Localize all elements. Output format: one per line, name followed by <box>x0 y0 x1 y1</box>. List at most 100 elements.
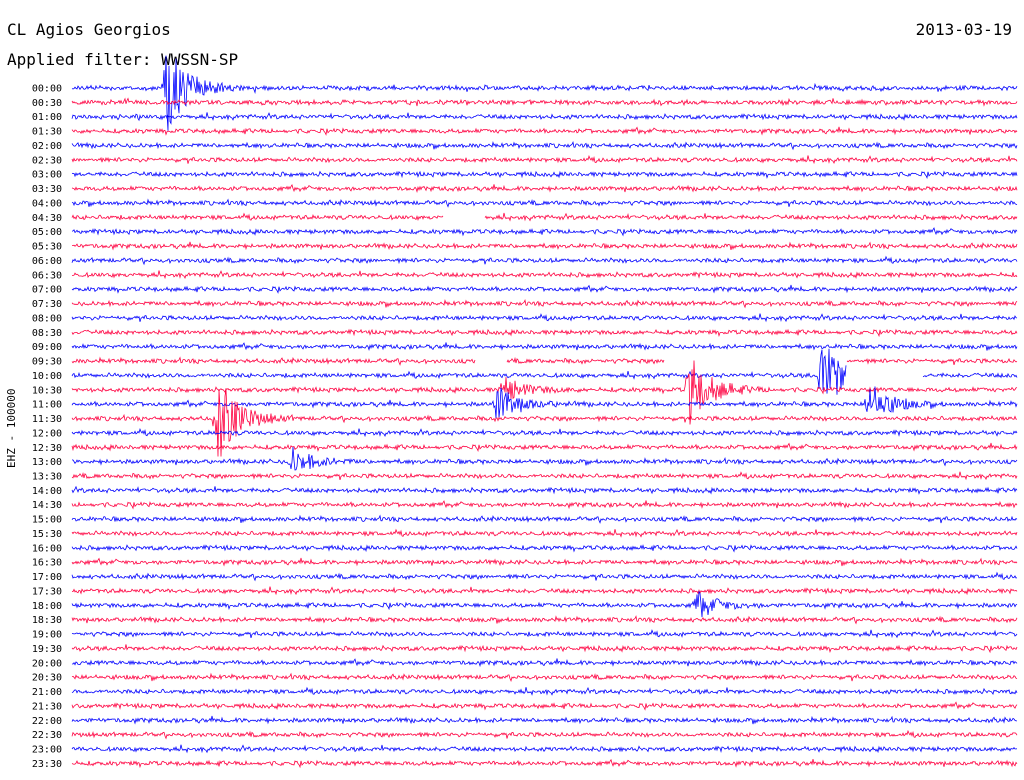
time-label: 21:00 <box>32 687 62 698</box>
time-label: 10:00 <box>32 371 62 382</box>
seismogram-trace <box>71 686 1018 696</box>
seismogram-trace <box>71 571 1018 582</box>
seismogram-trace <box>71 55 1018 131</box>
seismogram-trace <box>71 356 1018 366</box>
seismogram-trace <box>71 198 1018 208</box>
time-label: 22:30 <box>32 730 62 741</box>
seismogram-trace <box>71 590 1018 618</box>
seismogram-trace <box>72 241 1018 251</box>
seismogram-trace <box>71 360 1018 425</box>
time-label: 04:30 <box>32 213 62 224</box>
seismogram-trace <box>71 744 1018 754</box>
seismogram-trace <box>71 348 1018 395</box>
seismogram-trace <box>71 528 1018 538</box>
seismogram-trace <box>71 299 1018 309</box>
time-label: 22:00 <box>32 716 62 727</box>
seismogram-trace <box>71 270 1018 280</box>
seismogram-trace <box>71 729 1018 740</box>
time-label: 16:30 <box>32 558 62 569</box>
seismogram-trace <box>71 500 1018 510</box>
time-label: 08:00 <box>32 313 62 324</box>
time-label: 07:30 <box>32 299 62 310</box>
seismogram-trace <box>71 485 1018 495</box>
seismogram-trace <box>71 629 1018 639</box>
seismogram-trace <box>71 284 1018 294</box>
time-label: 01:00 <box>32 112 62 123</box>
seismogram-trace <box>71 557 1018 567</box>
seismogram-trace <box>71 212 1018 222</box>
seismogram-trace <box>71 227 1018 237</box>
seismogram-trace <box>71 586 1018 596</box>
seismogram-trace <box>71 615 1018 625</box>
time-label: 03:00 <box>32 170 62 181</box>
seismogram-trace <box>71 255 1018 266</box>
time-label: 11:30 <box>32 414 62 425</box>
time-label: 17:00 <box>32 572 62 583</box>
time-label: 00:00 <box>32 84 62 95</box>
seismogram-trace <box>71 672 1018 683</box>
time-label: 17:30 <box>32 586 62 597</box>
time-label: 07:00 <box>32 285 62 296</box>
time-label: 08:30 <box>32 328 62 339</box>
time-label: 10:30 <box>32 385 62 396</box>
station-name: CL Agios Georgios <box>7 20 171 39</box>
seismogram-trace <box>71 140 1018 151</box>
time-label: 05:30 <box>32 242 62 253</box>
time-label: 12:30 <box>32 443 62 454</box>
seismogram-trace <box>71 389 1018 457</box>
seismogram-trace <box>71 342 1018 352</box>
seismogram-trace <box>71 471 1018 481</box>
seismogram-trace <box>71 313 1018 323</box>
seismogram-trace <box>71 155 1018 165</box>
time-label: 15:30 <box>32 529 62 540</box>
seismogram-trace <box>71 544 1018 553</box>
seismogram-trace <box>71 758 1018 769</box>
seismogram-trace <box>71 112 1018 122</box>
seismogram-trace <box>71 170 1018 180</box>
seismogram-trace <box>71 427 1018 438</box>
time-label: 20:00 <box>32 658 62 669</box>
time-label: 20:30 <box>32 673 62 684</box>
time-label: 06:00 <box>32 256 62 267</box>
seismogram-trace <box>71 126 1018 136</box>
seismogram-trace <box>71 328 1018 338</box>
time-label: 18:00 <box>32 601 62 612</box>
time-label: 19:00 <box>32 630 62 641</box>
time-label: 09:00 <box>32 342 62 353</box>
time-label: 16:00 <box>32 543 62 554</box>
seismogram-trace <box>71 97 1018 107</box>
time-label: 01:30 <box>32 127 62 138</box>
seismogram-trace <box>71 658 1018 668</box>
seismogram-trace <box>71 442 1018 453</box>
seismogram-trace <box>71 447 1018 471</box>
time-label: 11:00 <box>32 400 62 411</box>
time-label: 06:30 <box>32 270 62 281</box>
filter-label: Applied filter: WWSSN-SP <box>7 50 239 69</box>
seismogram-trace <box>71 701 1018 711</box>
seismogram-trace <box>71 644 1018 654</box>
time-label: 02:30 <box>32 155 62 166</box>
time-label: 14:30 <box>32 500 62 511</box>
time-label: 15:00 <box>32 515 62 526</box>
seismogram-trace <box>71 386 1018 419</box>
time-label: 14:00 <box>32 486 62 497</box>
time-label: 05:00 <box>32 227 62 238</box>
time-label: 02:00 <box>32 141 62 152</box>
time-label: 04:00 <box>32 198 62 209</box>
time-label: 21:30 <box>32 701 62 712</box>
time-label: 09:30 <box>32 357 62 368</box>
time-label: 18:30 <box>32 615 62 626</box>
time-label: 23:00 <box>32 745 62 756</box>
time-label: 13:00 <box>32 457 62 468</box>
seismogram-trace <box>71 715 1017 725</box>
time-label: 19:30 <box>32 644 62 655</box>
time-label: 12:00 <box>32 428 62 439</box>
time-label: 23:30 <box>32 759 62 770</box>
time-label: 13:30 <box>32 471 62 482</box>
time-label: 00:30 <box>32 98 62 109</box>
seismogram-trace <box>71 184 1018 193</box>
plot-date: 2013-03-19 <box>915 20 1012 39</box>
time-label: 03:30 <box>32 184 62 195</box>
